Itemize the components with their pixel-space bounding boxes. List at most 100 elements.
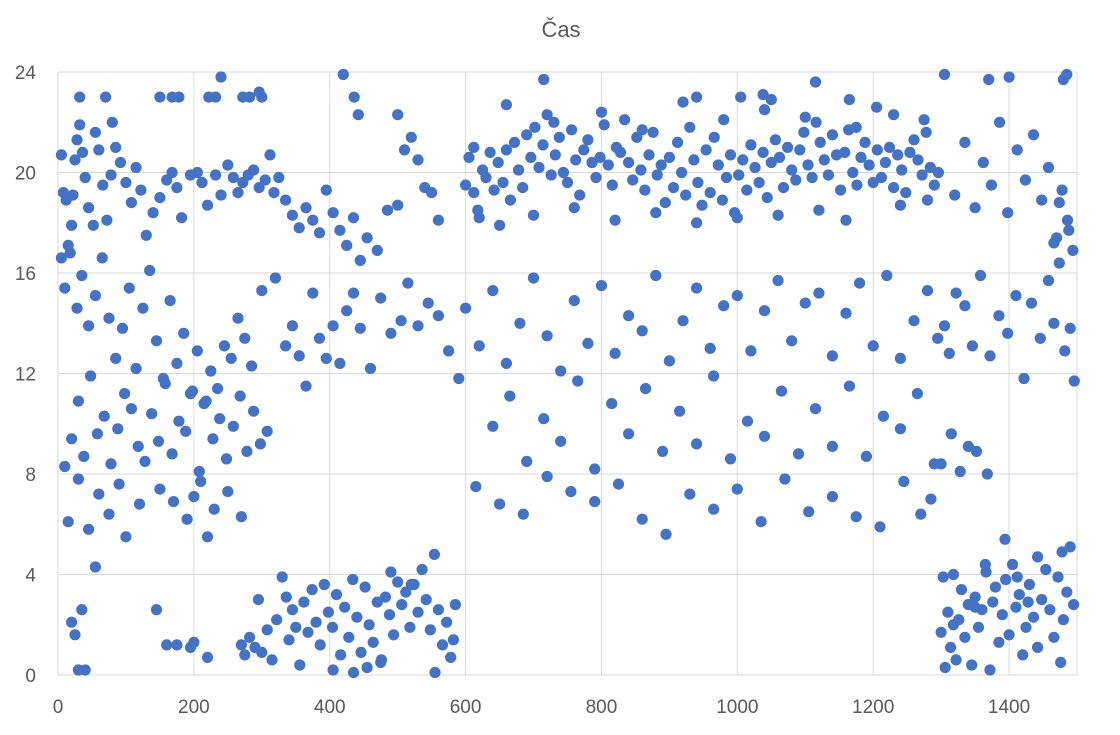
- data-point: [383, 609, 396, 621]
- data-point: [582, 134, 594, 146]
- data-point: [595, 280, 608, 292]
- data-point: [1011, 144, 1023, 156]
- data-point: [388, 629, 400, 641]
- data-point: [538, 73, 550, 86]
- data-point: [826, 129, 839, 141]
- data-point: [180, 425, 192, 437]
- data-point: [62, 516, 74, 528]
- data-point: [818, 154, 830, 166]
- data-point: [256, 91, 268, 103]
- data-point: [911, 388, 924, 400]
- data-point: [589, 496, 601, 508]
- data-point: [1017, 649, 1029, 661]
- data-point: [214, 413, 226, 425]
- data-point: [745, 139, 757, 151]
- data-point: [850, 121, 862, 133]
- x-tick-label: 800: [586, 697, 618, 718]
- data-point: [772, 209, 784, 221]
- data-point: [71, 134, 83, 146]
- data-point: [1034, 332, 1046, 344]
- data-point: [1064, 541, 1076, 553]
- data-point: [582, 337, 594, 349]
- data-point: [731, 483, 743, 495]
- data-point: [1000, 573, 1012, 586]
- data-point: [871, 144, 883, 156]
- data-point: [692, 176, 704, 189]
- data-point: [1002, 327, 1014, 339]
- y-tick-label: 20: [15, 164, 36, 185]
- data-point: [855, 151, 867, 163]
- data-point: [538, 413, 550, 425]
- data-point: [235, 639, 247, 651]
- data-point: [943, 347, 955, 359]
- data-point: [103, 508, 115, 520]
- data-point: [447, 634, 459, 646]
- data-point: [708, 131, 720, 143]
- data-point: [999, 533, 1011, 545]
- data-point: [1059, 345, 1071, 357]
- data-point: [133, 498, 146, 510]
- data-point: [772, 274, 784, 287]
- data-point: [1053, 197, 1065, 209]
- data-point: [392, 199, 404, 211]
- data-point: [875, 171, 888, 184]
- data-point: [623, 428, 635, 440]
- data-point: [89, 290, 101, 302]
- data-point: [412, 154, 424, 166]
- data-point: [578, 144, 590, 156]
- data-point: [248, 164, 260, 176]
- data-point: [894, 352, 907, 364]
- data-point: [529, 121, 541, 133]
- data-point: [171, 357, 183, 369]
- data-point: [283, 634, 295, 646]
- data-point: [500, 357, 512, 369]
- data-point: [663, 355, 676, 367]
- data-point: [835, 184, 847, 196]
- data-point: [896, 164, 908, 176]
- data-point: [222, 159, 234, 171]
- data-point: [294, 659, 306, 671]
- data-point: [635, 164, 647, 176]
- data-point: [207, 433, 219, 445]
- data-point: [513, 164, 525, 176]
- data-point: [166, 448, 178, 460]
- data-point: [877, 410, 890, 422]
- data-point: [367, 636, 379, 648]
- data-point: [72, 395, 84, 407]
- data-point: [241, 445, 253, 457]
- data-point: [1003, 629, 1015, 641]
- data-point: [1025, 297, 1038, 309]
- data-point: [966, 659, 978, 671]
- data-point: [89, 561, 101, 573]
- data-point: [619, 114, 631, 126]
- data-point: [89, 126, 101, 138]
- data-point: [716, 194, 729, 206]
- x-axis-tick-labels: 0 200 400 600 800 1000 1200 1400: [53, 697, 1030, 718]
- data-point: [1036, 594, 1048, 606]
- data-point: [1019, 174, 1031, 186]
- data-point: [758, 305, 771, 317]
- data-point: [938, 68, 951, 81]
- data-point: [1020, 621, 1032, 633]
- data-point: [351, 611, 363, 623]
- data-point: [894, 199, 907, 211]
- data-point: [239, 332, 251, 344]
- data-point: [64, 247, 76, 259]
- data-point: [959, 136, 971, 148]
- data-point: [261, 425, 273, 437]
- data-point: [416, 563, 428, 576]
- data-point: [306, 584, 318, 596]
- data-point: [850, 511, 862, 523]
- data-points: [55, 68, 1080, 679]
- x-tick-label: 200: [178, 697, 210, 718]
- data-point: [300, 380, 312, 392]
- data-point: [101, 214, 113, 226]
- data-point: [1056, 546, 1068, 558]
- data-point: [854, 277, 866, 289]
- data-point: [405, 578, 417, 591]
- data-point: [186, 385, 199, 397]
- data-point: [473, 212, 485, 224]
- data-point: [1061, 214, 1074, 226]
- data-point: [924, 161, 936, 174]
- data-point: [404, 621, 416, 633]
